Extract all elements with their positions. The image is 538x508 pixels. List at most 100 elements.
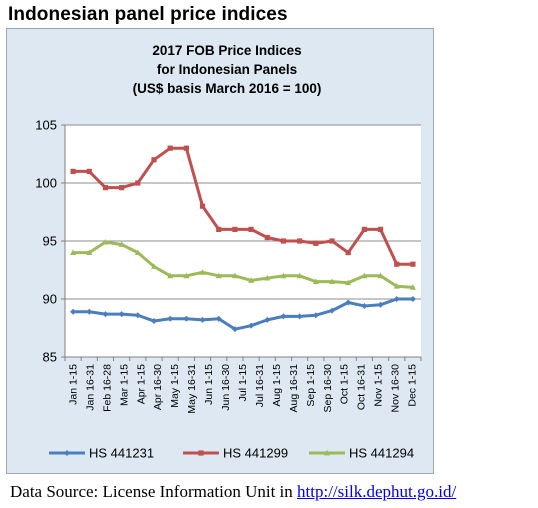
x-tick-label: Jun 16-30 bbox=[220, 364, 232, 411]
x-tick-label: Nov 16-30 bbox=[390, 364, 402, 413]
data-point bbox=[312, 312, 319, 319]
data-point bbox=[377, 226, 384, 232]
data-point bbox=[167, 272, 174, 279]
data-point bbox=[264, 274, 271, 281]
x-tick-label: May 16-31 bbox=[186, 364, 198, 414]
data-point bbox=[70, 308, 77, 315]
data-point bbox=[377, 272, 384, 279]
data-point bbox=[118, 311, 125, 318]
data-point bbox=[296, 313, 303, 320]
data-point bbox=[393, 283, 400, 289]
data-point bbox=[231, 326, 238, 333]
x-tick-label: Jun 1-15 bbox=[203, 364, 215, 405]
data-point bbox=[167, 315, 174, 322]
y-tick-label: 85 bbox=[43, 350, 57, 365]
x-tick-label: Sep 16-30 bbox=[322, 364, 334, 413]
x-tick-label: Aug 1-15 bbox=[271, 364, 283, 407]
series-line bbox=[71, 297, 415, 331]
data-point bbox=[86, 168, 92, 174]
chart-title-line: 2017 FOB Price Indices bbox=[152, 43, 301, 58]
legend: HS 441231 HS 441299 HS 441294 bbox=[49, 446, 414, 461]
source-text: Data Source: License Information Unit in bbox=[10, 482, 298, 501]
data-point bbox=[70, 249, 77, 255]
data-point bbox=[297, 238, 303, 244]
chart-frame: 2017 FOB Price Indices for Indonesian Pan… bbox=[6, 28, 434, 474]
data-point bbox=[135, 180, 141, 186]
data-point bbox=[183, 315, 190, 322]
x-tick-label: Apr 1-15 bbox=[135, 364, 147, 404]
data-point bbox=[134, 312, 141, 319]
data-point bbox=[102, 311, 109, 318]
y-tick-label: 100 bbox=[35, 176, 57, 191]
legend-marker bbox=[198, 450, 204, 456]
data-point bbox=[264, 234, 270, 241]
legend-marker bbox=[324, 449, 330, 456]
data-point bbox=[410, 261, 416, 267]
data-point bbox=[102, 185, 109, 191]
data-point bbox=[280, 313, 287, 320]
data-point bbox=[231, 272, 238, 279]
data-point bbox=[183, 145, 189, 151]
data-point bbox=[167, 145, 173, 151]
data-point bbox=[296, 272, 303, 279]
x-tick-label: Sep 1-15 bbox=[305, 364, 317, 407]
data-point bbox=[118, 241, 125, 247]
page-heading: Indonesian panel price indices bbox=[8, 4, 288, 25]
x-tick-label: Nov 1-15 bbox=[373, 364, 385, 407]
data-point bbox=[199, 316, 206, 323]
data-point bbox=[280, 272, 287, 279]
data-point bbox=[329, 238, 335, 244]
y-tick-label: 90 bbox=[43, 292, 57, 307]
data-point bbox=[409, 296, 416, 302]
data-point bbox=[215, 272, 222, 279]
legend-marker bbox=[64, 450, 70, 456]
data-point bbox=[151, 157, 157, 163]
data-point bbox=[183, 272, 190, 279]
chart-title-line: for Indonesian Panels bbox=[157, 62, 297, 77]
legend-label: HS 441299 bbox=[223, 446, 288, 461]
data-point bbox=[199, 203, 206, 209]
data-point bbox=[248, 226, 254, 232]
legend-label: HS 441294 bbox=[349, 446, 414, 461]
data-point bbox=[70, 168, 76, 174]
data-point bbox=[312, 278, 319, 284]
x-tick-label: Mar 1-15 bbox=[118, 364, 130, 406]
chart-title: 2017 FOB Price Indices for Indonesian Pan… bbox=[133, 43, 322, 96]
data-point bbox=[345, 250, 351, 256]
series-line bbox=[71, 240, 415, 289]
x-tick-label: Jan 16-31 bbox=[84, 364, 96, 411]
data-point bbox=[345, 279, 352, 286]
data-point bbox=[86, 249, 93, 255]
x-tick-label: Jul 16-31 bbox=[254, 364, 266, 407]
y-tick-label: 105 bbox=[35, 118, 57, 133]
data-point bbox=[248, 277, 255, 283]
data-point bbox=[86, 308, 93, 315]
x-tick-label: Aug 16-31 bbox=[288, 364, 300, 413]
data-point bbox=[377, 301, 384, 308]
source-link[interactable]: http://silk.dephut.go.id/ bbox=[297, 482, 457, 501]
y-axis: 85 90 95 100 105 bbox=[35, 118, 66, 365]
series-line bbox=[71, 146, 415, 266]
x-axis: Jan 1-15 Jan 16-31 Feb 16-28 Mar 1-15 Apr 1-… bbox=[64, 356, 422, 414]
x-tick-label: Feb 16-28 bbox=[101, 364, 113, 412]
x-tick-label: Jul 1-15 bbox=[237, 364, 249, 402]
data-point bbox=[361, 272, 368, 279]
data-point bbox=[329, 307, 335, 314]
data-point bbox=[313, 240, 319, 246]
legend-label: HS 441231 bbox=[89, 446, 154, 461]
x-tick-label: Dec 1-15 bbox=[407, 364, 419, 407]
data-point bbox=[264, 316, 271, 323]
chart-title-line: (US$ basis March 2016 = 100) bbox=[133, 81, 322, 96]
data-point bbox=[409, 284, 416, 290]
x-tick-label: Oct 16-31 bbox=[356, 364, 368, 410]
data-point bbox=[248, 322, 255, 329]
x-tick-label: Jan 1-15 bbox=[67, 364, 79, 405]
data-point bbox=[199, 269, 206, 275]
data-point bbox=[151, 263, 157, 269]
data-point bbox=[280, 238, 287, 244]
data-point bbox=[134, 249, 141, 255]
series-lines bbox=[70, 145, 416, 333]
data-point bbox=[215, 315, 222, 322]
data-point bbox=[394, 261, 400, 267]
data-point bbox=[361, 302, 368, 309]
